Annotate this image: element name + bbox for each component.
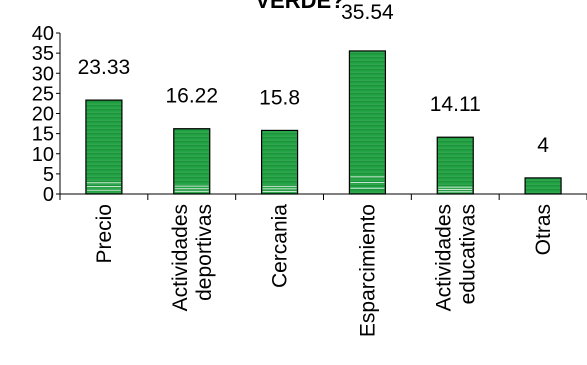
chart-title: VERDE? bbox=[255, 0, 344, 13]
category-label: Cercania bbox=[269, 204, 292, 288]
data-label: 15.8 bbox=[259, 86, 300, 109]
category-label: Actividades bbox=[432, 204, 455, 311]
category-label: Actividades bbox=[169, 204, 192, 311]
data-label: 16.22 bbox=[165, 85, 218, 108]
data-label: 23.33 bbox=[78, 56, 131, 79]
bar bbox=[85, 99, 123, 195]
bar bbox=[260, 129, 299, 195]
data-labels: 23.33 16.22 15.8 35.54 14.11 4 bbox=[78, 1, 550, 157]
y-tick-label: 0 bbox=[43, 184, 54, 206]
category-label: Esparcimiento bbox=[356, 204, 379, 337]
y-tick-label: 35 bbox=[32, 43, 54, 65]
y-tick-label: 25 bbox=[32, 83, 54, 105]
data-label: 4 bbox=[537, 134, 549, 157]
bar bbox=[173, 128, 211, 195]
category-label: Otras bbox=[532, 204, 555, 255]
bar bbox=[524, 177, 562, 195]
y-tick-label: 15 bbox=[32, 124, 54, 146]
bar bbox=[348, 50, 387, 195]
bars bbox=[85, 50, 562, 195]
y-tick-label: 20 bbox=[32, 104, 54, 126]
data-label: 35.54 bbox=[341, 1, 394, 24]
category-label: educativas bbox=[456, 204, 479, 304]
y-tick-label: 10 bbox=[32, 144, 54, 166]
category-label: Precio bbox=[93, 204, 116, 264]
y-tick-label: 30 bbox=[32, 63, 54, 85]
data-label: 14.11 bbox=[430, 93, 481, 116]
y-tick-label: 5 bbox=[43, 164, 54, 186]
bar bbox=[436, 136, 474, 195]
y-tick-label: 40 bbox=[32, 23, 54, 45]
category-label: deportivas bbox=[193, 204, 216, 301]
category-labels: Precio Actividades deportivas Cercania Espar… bbox=[93, 204, 555, 337]
